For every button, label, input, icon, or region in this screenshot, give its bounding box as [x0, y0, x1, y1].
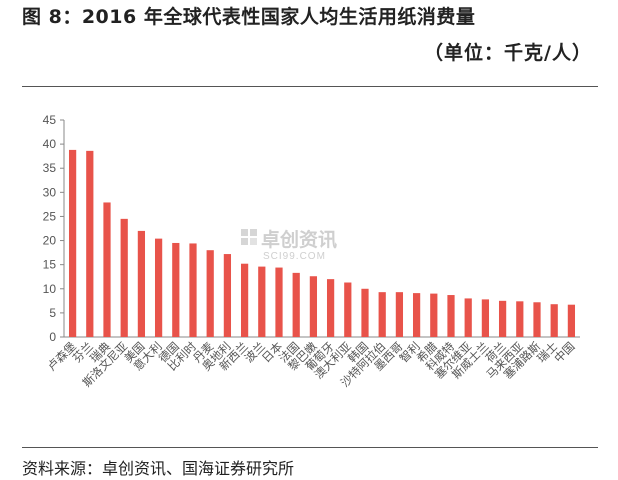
- bar: [344, 282, 352, 337]
- y-tick-label: 15: [43, 258, 57, 272]
- bar: [292, 272, 300, 337]
- watermark-name: 卓创资讯: [261, 228, 337, 251]
- bar: [103, 202, 111, 337]
- y-tick-label: 25: [43, 209, 57, 223]
- bar: [464, 298, 472, 337]
- bar: [137, 230, 146, 337]
- watermark: 卓创资讯 SCI99.COM: [241, 228, 337, 262]
- bar: [567, 304, 576, 337]
- bar: [189, 243, 197, 337]
- watermark-site: SCI99.COM: [263, 251, 326, 262]
- bar: [430, 293, 438, 337]
- y-axis: 0 5 10 15 20 25 30 35 40 45: [43, 113, 580, 344]
- bar: [412, 293, 421, 337]
- y-tick-label: 0: [49, 330, 56, 344]
- top-rule: [22, 86, 598, 87]
- figure-title: 图 8：2016 年全球代表性国家人均生活用纸消费量: [22, 6, 476, 28]
- bar: [516, 301, 524, 337]
- bottom-rule: [22, 447, 598, 448]
- bars: [68, 149, 576, 337]
- y-tick-label: 20: [43, 234, 57, 248]
- x-tick-label: 中国: [551, 339, 577, 365]
- bar: [447, 295, 455, 337]
- bar: [533, 302, 541, 337]
- y-tick-label: 35: [43, 161, 57, 175]
- bar: [223, 254, 232, 337]
- y-tick-label: 30: [43, 185, 57, 199]
- bar: [120, 218, 128, 337]
- bar: [326, 279, 335, 337]
- unit-label: （单位：千克/人）: [424, 42, 592, 64]
- bar: [481, 299, 490, 337]
- bar: [154, 238, 163, 337]
- bar: [258, 266, 266, 337]
- bar: [378, 292, 386, 337]
- bar: [395, 292, 404, 337]
- watermark-logo-icon: [241, 229, 257, 245]
- x-axis-labels: 卢森堡芬兰瑞典斯洛文尼亚美国意大利德国比利时丹麦奥地利新西兰波兰日本法国黎巴嫩葡…: [44, 339, 577, 390]
- bar: [550, 304, 558, 337]
- bar: [361, 288, 369, 337]
- bar: [240, 263, 249, 337]
- source-note: 资料来源：卓创资讯、国海证券研究所: [22, 459, 295, 478]
- y-tick-label: 45: [43, 113, 57, 127]
- y-tick-label: 10: [43, 282, 57, 296]
- y-tick-label: 5: [49, 306, 56, 320]
- bar: [275, 267, 283, 337]
- y-tick-label: 40: [43, 137, 57, 151]
- bar: [309, 276, 318, 337]
- bar: [172, 242, 180, 337]
- bar: [86, 150, 94, 337]
- bar: [206, 250, 214, 337]
- bar: [498, 300, 507, 337]
- bar: [68, 149, 77, 337]
